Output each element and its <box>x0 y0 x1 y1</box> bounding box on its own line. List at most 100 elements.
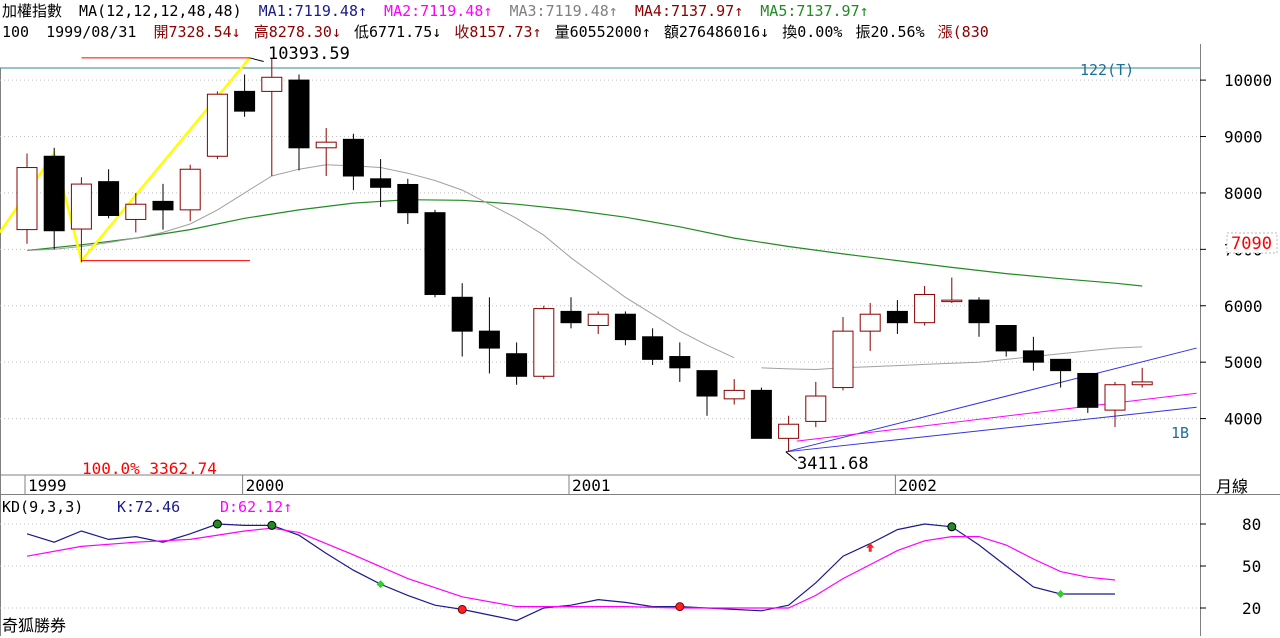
kd-k-value: K:72.46 <box>117 498 180 516</box>
info-close: 收8157.73↑ <box>454 23 542 41</box>
kd-signal-sell-dot <box>947 522 957 532</box>
kd-signal-sell-dot <box>267 520 277 530</box>
info-amount: 額276486016↓ <box>663 23 770 41</box>
kd-signal-diamond <box>376 580 385 589</box>
candle-body <box>1104 384 1126 411</box>
kd-title: KD(9,3,3) <box>2 498 83 516</box>
candle-body <box>560 310 582 324</box>
candle-body <box>968 299 990 324</box>
fib-level-label: 100.0% 3362.74 <box>82 459 217 478</box>
candle-body <box>1077 372 1099 408</box>
price-tick-label: 9000 <box>1224 128 1263 147</box>
candle-body <box>370 178 392 188</box>
candle-body <box>288 79 310 149</box>
trend-mid-line <box>796 392 1197 442</box>
candle-body <box>614 313 636 341</box>
candle-body <box>179 168 201 211</box>
kd-signal-diamond <box>1056 590 1065 598</box>
candle-body <box>886 310 908 324</box>
kd-signal-sell-dot <box>212 519 222 529</box>
x-tick-label: 2000 <box>246 476 285 495</box>
kd-signal-buy-dot <box>457 604 467 614</box>
candle-body <box>587 313 609 327</box>
brand-footer: 奇狐勝券 <box>2 616 66 635</box>
candle-body <box>941 299 963 303</box>
low-pointer <box>785 451 798 462</box>
info-amplitude: 振20.56% <box>855 23 925 41</box>
high-pointer <box>249 57 264 62</box>
price-tick-label: 6000 <box>1224 297 1263 316</box>
candle-body <box>342 138 364 177</box>
candle-body <box>206 93 228 157</box>
candle-body <box>805 395 827 422</box>
wave-count-label: 122(T) <box>1080 61 1134 79</box>
kd-tick-label: 50 <box>1242 557 1261 576</box>
candle-body <box>16 167 38 231</box>
info-turnover: 換0.00% <box>782 23 843 41</box>
info-bar: 100 1999/08/31 開7328.54↓ 高8278.30↓ 低6771… <box>2 23 997 42</box>
ma5-value: MA5:7137.97↑ <box>760 2 869 20</box>
trend-lower-line <box>785 406 1197 453</box>
x-tick-label: 2001 <box>572 476 611 495</box>
low-price-label: 3411.68 <box>797 454 869 474</box>
kd-panel: KD(9,3,3) K:72.46 D:62.12↑ 20 50 80 奇狐勝券 <box>0 498 1261 635</box>
ma-long-line <box>26 199 1143 287</box>
candle-body <box>424 212 446 295</box>
kd-k-line <box>26 523 1115 622</box>
high-price-label: 10393.59 <box>268 44 350 64</box>
info-change: 漲(830 <box>937 23 989 41</box>
candle-body <box>152 200 174 211</box>
current-price-tag <box>1226 232 1278 254</box>
candle-body <box>70 183 92 230</box>
candle-body <box>506 353 528 377</box>
kd-d-value: D:62.12↑ <box>220 498 292 516</box>
candle-body <box>696 370 718 397</box>
info-index: 100 <box>2 23 30 41</box>
candle-body <box>261 76 283 92</box>
candle-body <box>642 336 664 360</box>
candle-body <box>234 90 256 112</box>
candle-body <box>1131 381 1153 386</box>
candle-body <box>397 183 419 214</box>
wave-zigzag <box>0 56 251 264</box>
candle-body <box>1050 358 1072 372</box>
price-tick-label: 8000 <box>1224 184 1263 203</box>
candle-body <box>478 330 500 349</box>
ma4-value: MA4:7137.97↑ <box>634 2 744 20</box>
info-low: 低6771.75↓ <box>354 23 442 41</box>
candle-body <box>750 389 772 439</box>
wave-b-label: 1B <box>1171 424 1189 442</box>
price-tick-label: 4000 <box>1224 410 1263 429</box>
candle-body <box>43 155 65 232</box>
info-volume: 量60552000↑ <box>554 23 651 41</box>
candle-body <box>533 308 555 377</box>
candle-body <box>778 423 800 439</box>
kd-d-line <box>26 527 1116 609</box>
candle-body <box>125 203 147 220</box>
candle-body <box>832 330 854 389</box>
info-open: 開7328.54↓ <box>153 23 241 41</box>
period-label: 月線 <box>1216 477 1248 496</box>
info-date: 1999/08/31 <box>46 23 137 41</box>
price-tick-label: 5000 <box>1224 353 1263 372</box>
candle-body <box>669 356 691 369</box>
ma3-value: MA3:7119.48↑ <box>509 2 618 20</box>
price-tick-label: 10000 <box>1224 71 1272 90</box>
kd-signal-arrow <box>866 542 875 552</box>
candle-body <box>1022 350 1044 363</box>
ma-short-line <box>761 346 1143 371</box>
candle-body <box>914 293 936 324</box>
kd-tick-label: 80 <box>1242 515 1261 534</box>
candle-body <box>995 325 1017 352</box>
x-tick-label: 1999 <box>28 476 67 495</box>
candle-body <box>315 141 337 149</box>
candle-body <box>723 389 745 400</box>
indicator-header: 加權指數 MA(12,12,12,48,48) MA1:7119.48↑ MA2… <box>2 2 877 21</box>
candle-body <box>98 181 120 216</box>
candle-body <box>451 296 473 332</box>
kd-signal-buy-dot <box>675 602 685 612</box>
ma1-value: MA1:7119.48↑ <box>258 2 368 20</box>
candle-body <box>859 313 881 332</box>
ma2-value: MA2:7119.48↑ <box>384 2 493 20</box>
